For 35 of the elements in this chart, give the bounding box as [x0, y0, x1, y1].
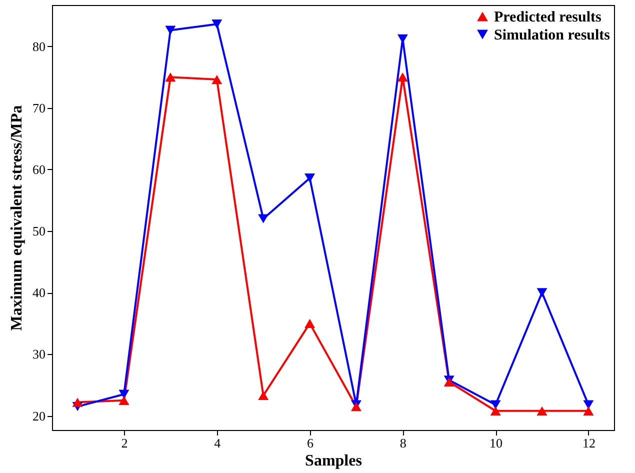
- x-axis-title: Samples: [305, 452, 362, 470]
- x-tick-label: 6: [307, 436, 314, 450]
- y-tick-label: 40: [32, 285, 46, 300]
- point: [583, 400, 594, 410]
- point: [490, 406, 501, 416]
- x-tick-label: 10: [490, 436, 503, 450]
- point: [397, 72, 408, 82]
- point: [536, 288, 548, 298]
- y-tick-label: 20: [32, 408, 46, 424]
- point: [165, 72, 176, 82]
- point: [72, 398, 83, 407]
- y-axis-title: Maximum equivalent stress/MPa: [8, 105, 26, 331]
- point: [583, 406, 594, 416]
- legend-label: Simulation results: [494, 28, 610, 44]
- x-tick-label: 4: [214, 436, 222, 450]
- x-tick-label: 12: [582, 436, 596, 450]
- x-tick-label: 2: [121, 436, 128, 450]
- point: [304, 318, 316, 328]
- point: [212, 74, 222, 84]
- y-tick-label: 80: [32, 38, 46, 54]
- point: [304, 174, 316, 183]
- point: [258, 390, 269, 400]
- point: [165, 26, 176, 35]
- point: [490, 400, 501, 410]
- y-tick-label: 60: [32, 162, 46, 177]
- y-tick-label: 30: [32, 346, 46, 362]
- y-tick-label: 50: [32, 224, 46, 239]
- point: [118, 390, 130, 399]
- point: [258, 214, 269, 224]
- y-tick-label: 70: [32, 100, 46, 116]
- point: [118, 396, 130, 405]
- point: [212, 20, 222, 29]
- legend-label: Predicted results: [494, 10, 602, 26]
- x-tick-label: 8: [400, 436, 406, 450]
- point: [536, 406, 548, 416]
